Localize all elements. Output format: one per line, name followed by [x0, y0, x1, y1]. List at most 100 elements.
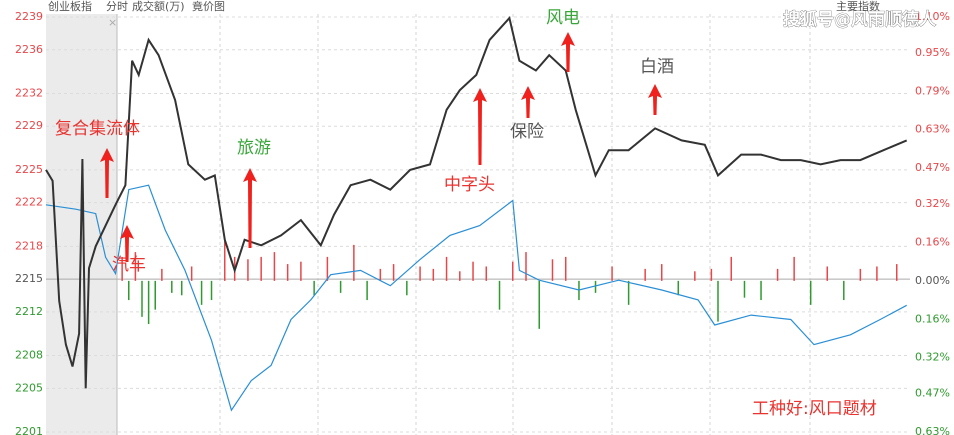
volume-bar [896, 264, 898, 281]
volume-bar [445, 256, 448, 281]
y2-tick-label: 0.63% [915, 123, 950, 136]
tab[interactable]: 竟价图 [192, 0, 225, 13]
arrow [243, 168, 257, 248]
close-icon[interactable]: × [108, 16, 117, 29]
volume-bar [694, 271, 696, 281]
volume-bar [717, 280, 719, 322]
volume-bar [627, 280, 630, 305]
volume-bar [392, 264, 395, 281]
arrow [561, 32, 575, 72]
volume-bar [859, 268, 862, 281]
volume-bar [760, 280, 762, 301]
volume-bar [200, 280, 203, 305]
volume-bar [273, 252, 276, 281]
annotation: 汽车 [112, 255, 146, 275]
y-tick-label: 2218 [15, 239, 43, 252]
volume-bar [843, 280, 845, 301]
annotation: 风电 [546, 8, 580, 28]
volume-bar [210, 280, 213, 301]
volume-bar [564, 256, 567, 281]
volume-bar [171, 280, 173, 293]
tab[interactable]: 成交额(万) [132, 0, 185, 13]
price-line [45, 16, 908, 389]
volume-bar [128, 280, 130, 301]
volume-bar [141, 280, 143, 317]
y2-tick-label: 0.00% [915, 274, 950, 287]
volume-bar [190, 266, 193, 281]
volume-bar [809, 280, 812, 305]
volume-bar [730, 256, 732, 281]
arrow [521, 86, 535, 118]
volume-bar [432, 268, 435, 281]
y-tick-label: 2212 [15, 305, 43, 318]
y2-tick-label: 0.79% [915, 84, 950, 97]
volume-bar [121, 256, 123, 281]
volume-bar [485, 266, 488, 281]
y-tick-label: 2239 [15, 10, 43, 23]
volume-bar [876, 266, 878, 281]
volume-bar [594, 280, 597, 293]
y2-tick-label: 0.16% [915, 235, 950, 248]
volume-bar [300, 261, 302, 281]
y-tick-label: 2232 [15, 86, 43, 99]
y2-tick-label: 0.63% [915, 425, 950, 435]
index-name: 创业板指 [48, 0, 92, 13]
right-label: 主要指数 [836, 0, 880, 13]
volume-bar [472, 261, 474, 281]
y-tick-label: 2208 [15, 349, 43, 362]
volume-bar [224, 237, 226, 281]
volume-bar [379, 268, 382, 281]
annotation: 旅游 [237, 138, 271, 158]
volume-bar [743, 280, 746, 298]
price-line [45, 184, 907, 412]
arrow [648, 84, 662, 115]
y2-tick-label: 0.47% [915, 387, 950, 400]
watermark: 搜狐号@风雨顺德人 [783, 9, 937, 30]
volume-bar [419, 266, 421, 281]
annotation: 复合集流体 [55, 119, 140, 139]
volume-bar [147, 280, 150, 325]
volume-bar [313, 280, 315, 296]
volume-bar [286, 264, 289, 281]
y-tick-label: 2236 [15, 43, 43, 56]
volume-bar [793, 256, 795, 281]
y-tick-label: 2222 [15, 196, 43, 209]
volume-bar [677, 280, 680, 296]
volume-bar [538, 280, 540, 329]
y-tick-label: 2201 [15, 425, 43, 435]
volume-bar [551, 259, 554, 281]
volume-bar [353, 244, 355, 281]
volume-bar [660, 264, 663, 281]
arrow [120, 225, 134, 262]
y2-tick-label: 0.16% [915, 312, 950, 325]
y2-tick-label: 0.47% [915, 161, 950, 174]
volume-bar [644, 268, 646, 281]
volume-bar [339, 280, 342, 293]
volume-bar [525, 252, 527, 281]
volume-bar [406, 280, 408, 296]
annotation: 中字头 [444, 175, 495, 195]
y-tick-label: 2225 [15, 163, 43, 176]
y-tick-label: 2215 [15, 272, 43, 285]
arrow [100, 148, 114, 198]
volume-bar [776, 268, 779, 281]
annotation: 白酒 [640, 57, 674, 77]
y2-tick-label: 0.32% [915, 197, 950, 210]
y2-tick-label: 0.32% [915, 351, 950, 364]
tab[interactable]: 分时 [106, 0, 128, 13]
volume-bar [459, 271, 461, 281]
volume-bar [134, 252, 137, 281]
volume-bar [498, 280, 501, 310]
volume-bar [260, 256, 262, 281]
arrow [473, 88, 487, 165]
volume-bar [247, 259, 249, 281]
volume-bar [161, 268, 163, 281]
y2-tick-label: 0.95% [915, 46, 950, 59]
volume-bar [180, 280, 183, 296]
annotation: 保险 [510, 122, 544, 142]
volume-bar [826, 266, 828, 281]
volume-bar [326, 256, 329, 281]
volume-bar [512, 261, 514, 281]
y-tick-label: 2229 [15, 119, 43, 132]
